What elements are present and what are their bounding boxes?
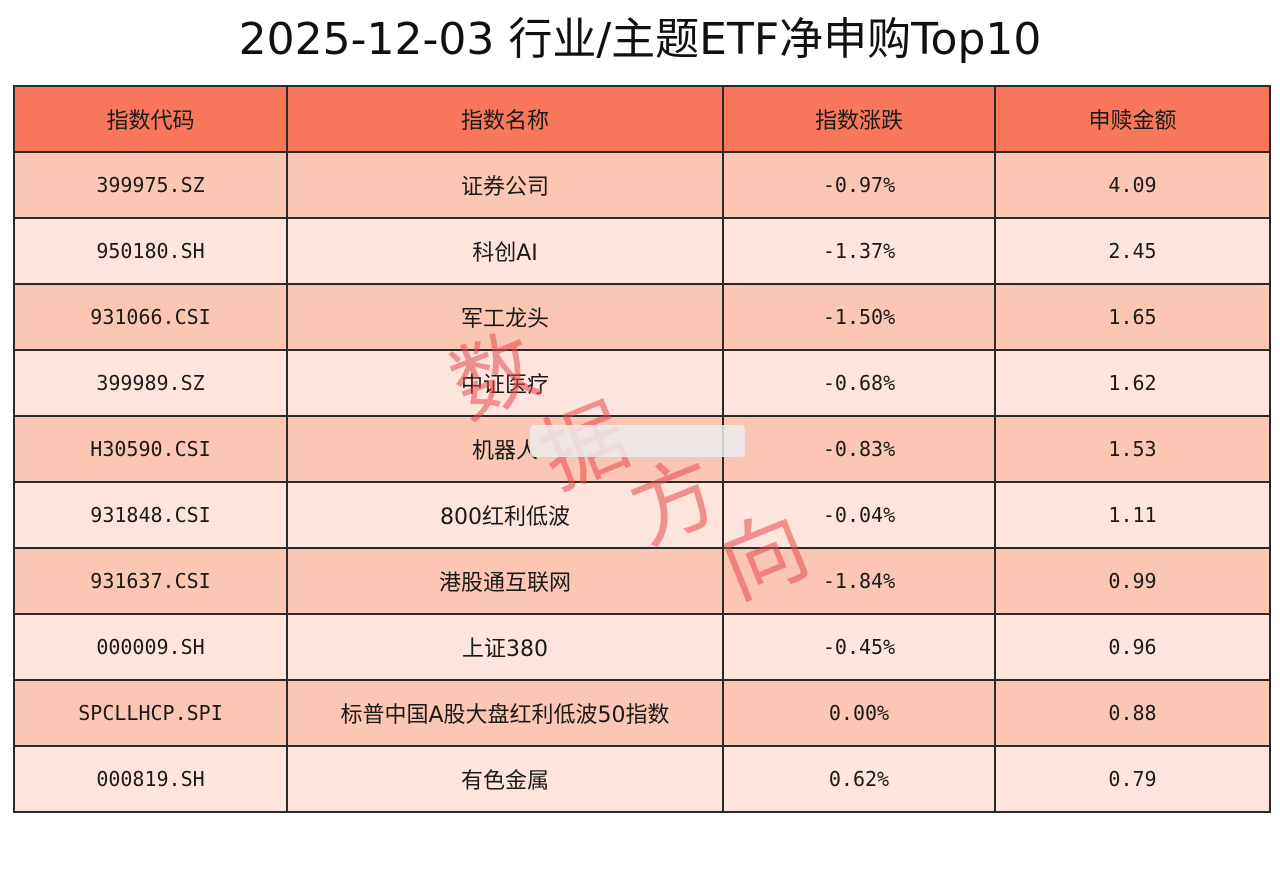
index-name: 800红利低波 (286, 481, 724, 549)
index-code: 000009.SH (13, 613, 288, 681)
table-row: 950180.SH 科创AI -1.37% 2.45 (13, 217, 1271, 285)
flow-amount: 1.65 (994, 283, 1271, 351)
index-code: 399989.SZ (13, 349, 288, 417)
index-code: 931637.CSI (13, 547, 288, 615)
blurred-overlay (530, 425, 745, 457)
index-change: -1.37% (722, 217, 996, 285)
flow-amount: 4.09 (994, 151, 1271, 219)
column-header-change: 指数涨跌 (722, 85, 996, 153)
index-change: -0.04% (722, 481, 996, 549)
column-header-amount: 申赎金额 (994, 85, 1271, 153)
index-code: 931848.CSI (13, 481, 288, 549)
index-name: 证券公司 (286, 151, 724, 219)
table-row: 000819.SH 有色金属 0.62% 0.79 (13, 745, 1271, 813)
table-row: 931066.CSI 军工龙头 -1.50% 1.65 (13, 283, 1271, 351)
index-name: 科创AI (286, 217, 724, 285)
index-name: 港股通互联网 (286, 547, 724, 615)
table-row: 931637.CSI 港股通互联网 -1.84% 0.99 (13, 547, 1271, 615)
etf-table: 指数代码 指数名称 指数涨跌 申赎金额 399975.SZ 证券公司 -0.97… (13, 85, 1271, 813)
flow-amount: 0.88 (994, 679, 1271, 747)
flow-amount: 0.96 (994, 613, 1271, 681)
index-code: 931066.CSI (13, 283, 288, 351)
table-row: SPCLLHCP.SPI 标普中国A股大盘红利低波50指数 0.00% 0.88 (13, 679, 1271, 747)
index-change: -0.97% (722, 151, 996, 219)
flow-amount: 0.99 (994, 547, 1271, 615)
index-change: -0.45% (722, 613, 996, 681)
column-header-name: 指数名称 (286, 85, 724, 153)
flow-amount: 1.62 (994, 349, 1271, 417)
index-name: 有色金属 (286, 745, 724, 813)
index-code: SPCLLHCP.SPI (13, 679, 288, 747)
column-header-code: 指数代码 (13, 85, 288, 153)
index-name: 军工龙头 (286, 283, 724, 351)
index-code: 399975.SZ (13, 151, 288, 219)
flow-amount: 1.53 (994, 415, 1271, 483)
index-change: -1.84% (722, 547, 996, 615)
page-title: 2025-12-03 行业/主题ETF净申购Top10 (238, 14, 1042, 65)
index-code: H30590.CSI (13, 415, 288, 483)
flow-amount: 1.11 (994, 481, 1271, 549)
table-row: 000009.SH 上证380 -0.45% 0.96 (13, 613, 1271, 681)
index-change: -1.50% (722, 283, 996, 351)
index-code: 950180.SH (13, 217, 288, 285)
flow-amount: 0.79 (994, 745, 1271, 813)
index-name: 标普中国A股大盘红利低波50指数 (286, 679, 724, 747)
index-change: 0.62% (722, 745, 996, 813)
index-change: -0.83% (722, 415, 996, 483)
index-change: -0.68% (722, 349, 996, 417)
table-row: 399975.SZ 证券公司 -0.97% 4.09 (13, 151, 1271, 219)
index-code: 000819.SH (13, 745, 288, 813)
index-name: 中证医疗 (286, 349, 724, 417)
index-name: 上证380 (286, 613, 724, 681)
flow-amount: 2.45 (994, 217, 1271, 285)
table-row: 931848.CSI 800红利低波 -0.04% 1.11 (13, 481, 1271, 549)
table-header-row: 指数代码 指数名称 指数涨跌 申赎金额 (13, 85, 1271, 153)
index-change: 0.00% (722, 679, 996, 747)
table-row: 399989.SZ 中证医疗 -0.68% 1.62 (13, 349, 1271, 417)
